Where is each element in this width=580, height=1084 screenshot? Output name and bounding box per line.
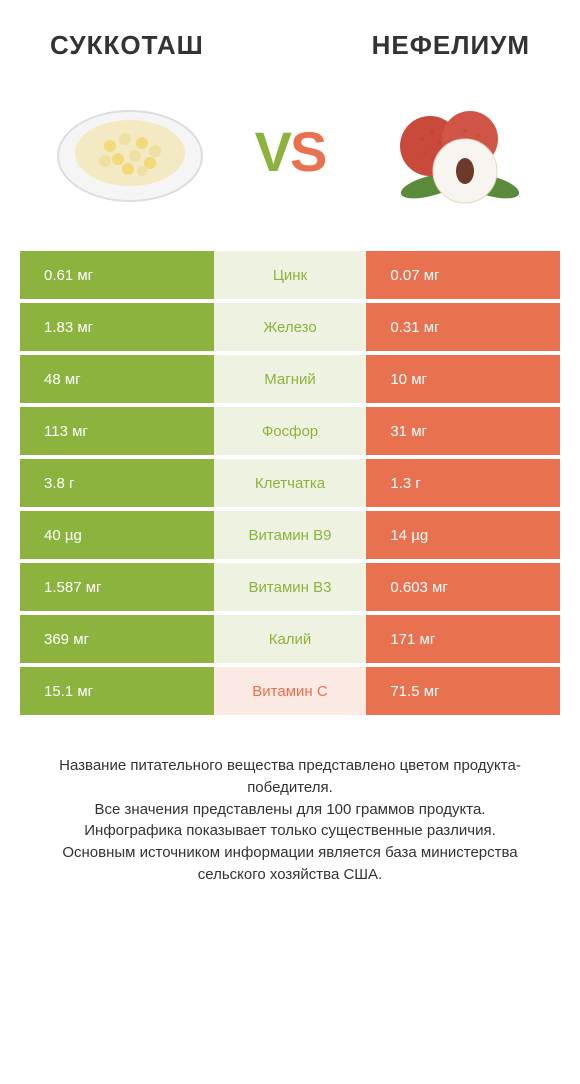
vs-label: VS: [255, 119, 326, 184]
footer-line: Основным источником информации является …: [30, 842, 550, 886]
value-left: 1.83 мг: [20, 303, 214, 351]
table-row: 40 µgВитамин B914 µg: [20, 511, 560, 559]
table-row: 15.1 мгВитамин C71.5 мг: [20, 667, 560, 715]
title-right: Нефелиум: [372, 30, 530, 61]
value-left: 113 мг: [20, 407, 214, 455]
value-right: 10 мг: [366, 355, 560, 403]
nutrient-label: Магний: [214, 355, 367, 403]
nutrient-label: Витамин B3: [214, 563, 367, 611]
table-row: 1.83 мгЖелезо0.31 мг: [20, 303, 560, 351]
nutrient-label: Калий: [214, 615, 367, 663]
value-right: 71.5 мг: [366, 667, 560, 715]
table-row: 0.61 мгЦинк0.07 мг: [20, 251, 560, 299]
table-row: 113 мгФосфор31 мг: [20, 407, 560, 455]
value-right: 0.07 мг: [366, 251, 560, 299]
value-right: 31 мг: [366, 407, 560, 455]
footer-line: Все значения представлены для 100 граммо…: [30, 799, 550, 821]
nutrient-label: Железо: [214, 303, 367, 351]
nutrient-label: Фосфор: [214, 407, 367, 455]
vs-v: V: [255, 120, 290, 183]
title-left: Суккоташ: [50, 30, 204, 61]
succotash-image: [50, 91, 210, 211]
title-row: Суккоташ Нефелиум: [20, 30, 560, 61]
value-left: 40 µg: [20, 511, 214, 559]
table-row: 3.8 гКлетчатка1.3 г: [20, 459, 560, 507]
value-right: 0.603 мг: [366, 563, 560, 611]
value-right: 0.31 мг: [366, 303, 560, 351]
value-left: 1.587 мг: [20, 563, 214, 611]
value-left: 15.1 мг: [20, 667, 214, 715]
value-right: 171 мг: [366, 615, 560, 663]
value-left: 0.61 мг: [20, 251, 214, 299]
table-row: 1.587 мгВитамин B30.603 мг: [20, 563, 560, 611]
nutrient-label: Витамин B9: [214, 511, 367, 559]
vs-s: S: [290, 120, 325, 183]
nutrient-label: Клетчатка: [214, 459, 367, 507]
nutrient-label: Витамин C: [214, 667, 367, 715]
value-left: 369 мг: [20, 615, 214, 663]
value-left: 48 мг: [20, 355, 214, 403]
nutrient-table: 0.61 мгЦинк0.07 мг1.83 мгЖелезо0.31 мг48…: [20, 251, 560, 715]
nutrient-label: Цинк: [214, 251, 367, 299]
table-row: 48 мгМагний10 мг: [20, 355, 560, 403]
value-right: 1.3 г: [366, 459, 560, 507]
footer-line: Инфографика показывает только существенн…: [30, 820, 550, 842]
footer-line: Название питательного вещества представл…: [30, 755, 550, 799]
table-row: 369 мгКалий171 мг: [20, 615, 560, 663]
lychee-image: [370, 91, 530, 211]
footer-note: Название питательного вещества представл…: [20, 755, 560, 886]
hero-row: VS: [20, 91, 560, 211]
value-right: 14 µg: [366, 511, 560, 559]
value-left: 3.8 г: [20, 459, 214, 507]
